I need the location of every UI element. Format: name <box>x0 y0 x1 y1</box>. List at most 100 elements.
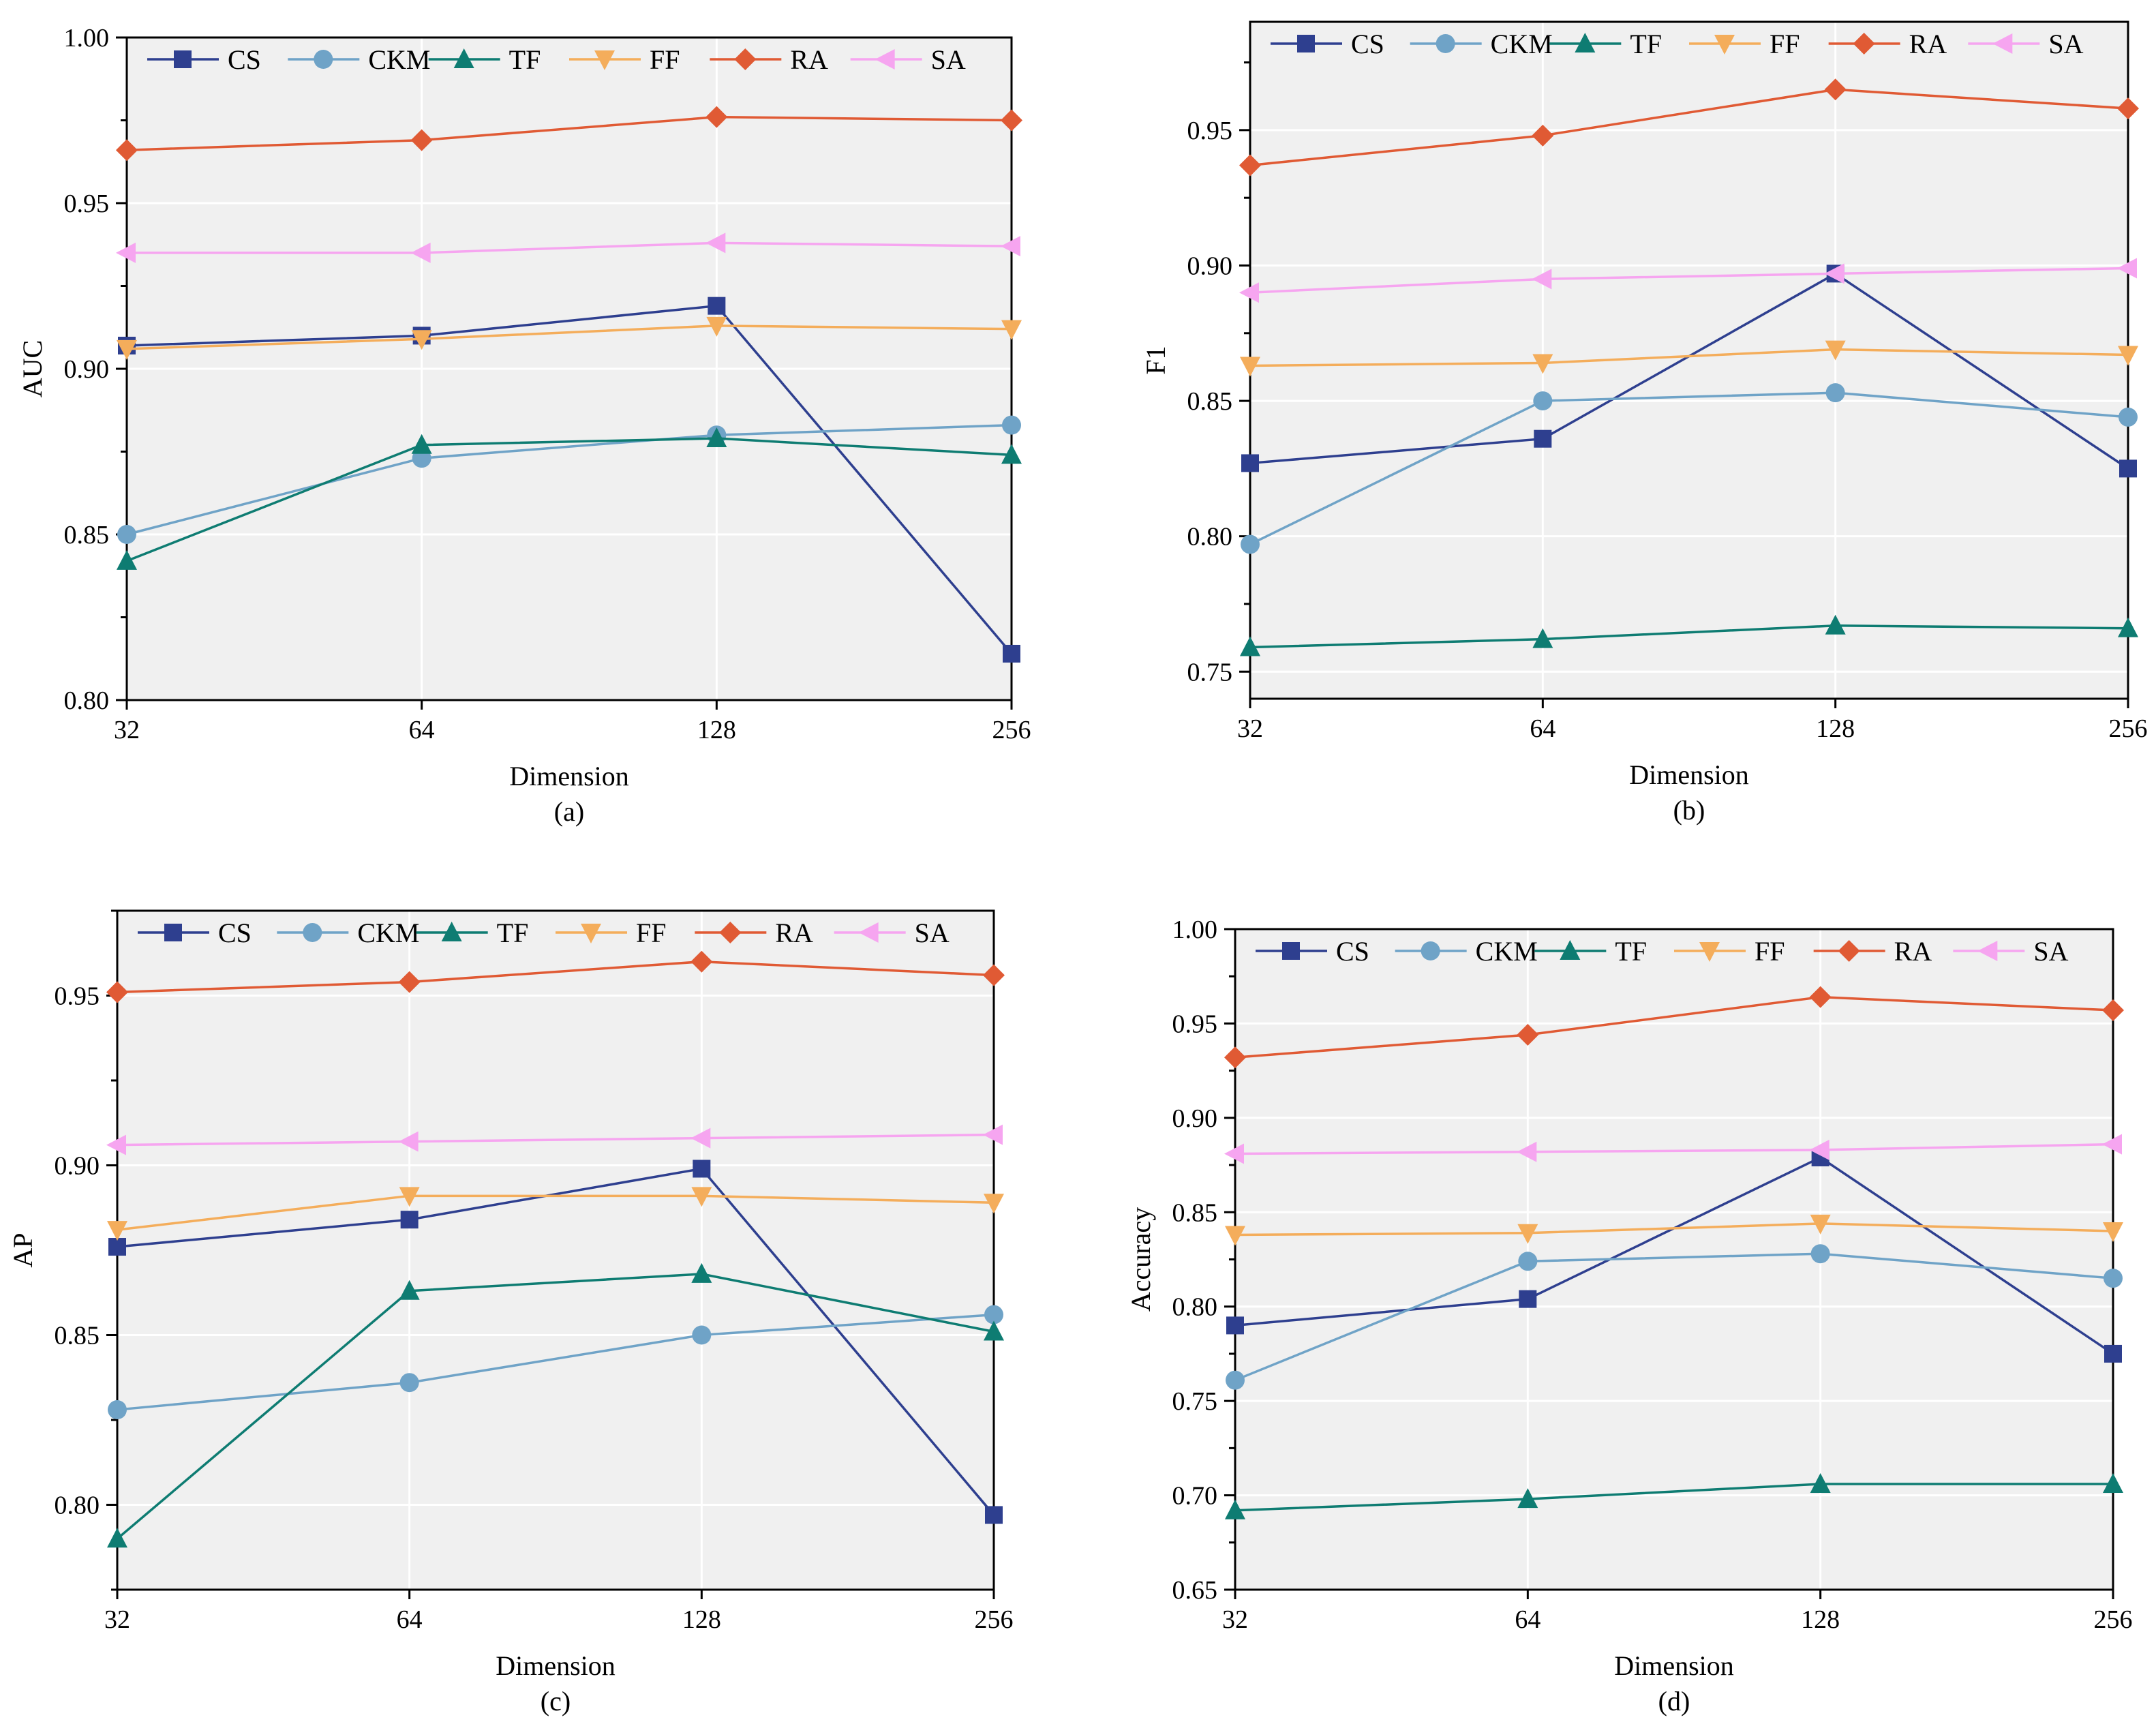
legend-label-cs: CS <box>218 918 252 948</box>
data-point-tf <box>1517 1488 1538 1509</box>
data-point-ff <box>691 1187 712 1207</box>
data-point-cs <box>693 1160 711 1178</box>
data-point-ckm <box>108 1400 127 1420</box>
series-line-ckm <box>1249 391 2129 546</box>
x-tick-label: 64 <box>409 716 435 744</box>
y-tick-label: 0.80 <box>64 686 110 715</box>
y-tick-label: 0.80 <box>1172 1293 1218 1322</box>
y-tick-label: 0.85 <box>1187 387 1233 416</box>
chart-panel-1: 32 64 128 256 0.80 0.85 0.90 0.95 1.00 Dimension (… <box>17 24 1031 827</box>
data-point-tf <box>117 549 137 570</box>
data-point-ckm <box>1825 383 1845 403</box>
data-point-sa <box>1532 269 1552 290</box>
panel-caption: (a) <box>554 796 584 827</box>
data-point-tf <box>1532 628 1553 648</box>
y-axis-title: F1 <box>1140 346 1171 374</box>
data-point-ra <box>398 971 421 993</box>
data-point-ra <box>1824 78 1847 101</box>
y-axis-title: AUC <box>17 340 48 397</box>
legend-marker-ra <box>1853 33 1875 55</box>
legend-marker-cs <box>164 924 182 941</box>
data-point-tf <box>1825 614 1846 635</box>
data-point-ra <box>690 950 713 973</box>
y-tick-label: 0.95 <box>55 982 100 1011</box>
plot-area <box>1235 929 2113 1590</box>
data-point-ra <box>1224 1046 1246 1069</box>
data-point-ckm <box>984 1305 1003 1324</box>
data-point-sa <box>1809 1139 1829 1160</box>
series-line-ra <box>126 115 1012 151</box>
data-point-sa <box>1001 236 1020 257</box>
series-line-tf <box>1234 1483 2113 1512</box>
x-tick-label: 64 <box>397 1605 423 1634</box>
y-tick-label: 0.80 <box>55 1492 100 1520</box>
data-point-tf <box>399 1280 420 1300</box>
x-axis-title: Dimension <box>1614 1650 1734 1681</box>
series-line-ra <box>1249 88 2129 167</box>
legend-label-sa: SA <box>2048 29 2083 59</box>
series-tf <box>117 427 1022 570</box>
series-tf <box>1240 614 2138 656</box>
legend-marker-tf <box>1560 940 1581 960</box>
data-point-sa <box>1824 263 1844 284</box>
data-point-cs <box>985 1506 1003 1524</box>
legend-marker-ckm <box>303 923 322 942</box>
legend-label-ff: FF <box>1770 29 1800 59</box>
legend-marker-ckm <box>1436 34 1455 53</box>
plot-area <box>1250 22 2128 699</box>
x-tick-label: 32 <box>1237 714 1263 743</box>
data-point-ff <box>706 316 727 337</box>
data-point-ckm <box>117 525 136 544</box>
legend-marker-tf <box>1575 33 1596 52</box>
data-point-tf <box>984 1320 1004 1341</box>
legend-marker-ff <box>1714 35 1735 55</box>
data-point-cs <box>1241 454 1259 472</box>
data-point-ckm <box>2119 407 2138 427</box>
chart-panel-2: 32 64 128 256 0.75 0.80 0.85 0.90 0.95 Dimension (… <box>1140 20 2148 826</box>
y-tick-label: 0.95 <box>1187 117 1233 145</box>
data-point-ff <box>399 1187 420 1207</box>
data-point-ff <box>1225 1226 1245 1246</box>
data-point-sa <box>106 1134 126 1155</box>
x-tick-label: 128 <box>682 1605 721 1634</box>
y-tick-label: 0.75 <box>1187 658 1233 686</box>
series-line-tf <box>1249 624 2129 649</box>
data-point-sa <box>398 1131 419 1152</box>
data-point-ff <box>107 1221 127 1241</box>
series-sa <box>1239 258 2137 303</box>
y-tick-label: 1.00 <box>1172 915 1218 944</box>
legend-label-ff: FF <box>1755 936 1785 967</box>
data-point-ckm <box>1241 534 1260 554</box>
x-axis-title: Dimension <box>509 761 629 791</box>
x-tick-label: 32 <box>1222 1605 1248 1634</box>
data-point-ckm <box>399 1373 419 1393</box>
legend-label-ra: RA <box>1894 936 1932 967</box>
data-point-ckm <box>692 1325 712 1345</box>
series-line-ra <box>1234 995 2114 1059</box>
x-tick-label: 256 <box>2094 1605 2133 1634</box>
x-axis-title: Dimension <box>1629 759 1749 790</box>
y-tick-label: 0.85 <box>1172 1198 1218 1227</box>
series-line-sa <box>1249 267 2129 294</box>
legend-marker-ckm <box>314 50 333 69</box>
data-point-ff <box>1810 1214 1831 1235</box>
data-point-sa <box>116 242 136 263</box>
legend-marker-cs <box>1282 942 1300 960</box>
legend-marker-sa <box>858 922 879 943</box>
legend-label-tf: TF <box>1615 936 1647 967</box>
legend: CS CKM TF FF RA SA <box>1256 936 2069 967</box>
panel-caption: (c) <box>541 1686 571 1716</box>
data-point-ff <box>2103 1222 2123 1242</box>
legend-label-ra: RA <box>775 918 813 948</box>
series-line-ckm <box>126 423 1012 536</box>
data-point-cs <box>400 1211 419 1229</box>
data-point-ra <box>1239 154 1261 177</box>
panel-caption: (d) <box>1658 1686 1690 1716</box>
series-line-sa <box>1234 1142 2114 1155</box>
data-point-tf <box>107 1528 127 1548</box>
series-line-ff <box>1249 348 2129 367</box>
series-sa <box>116 232 1020 263</box>
series-line-ckm <box>117 1313 995 1411</box>
data-point-sa <box>1239 282 1259 303</box>
data-point-ra <box>116 139 138 162</box>
